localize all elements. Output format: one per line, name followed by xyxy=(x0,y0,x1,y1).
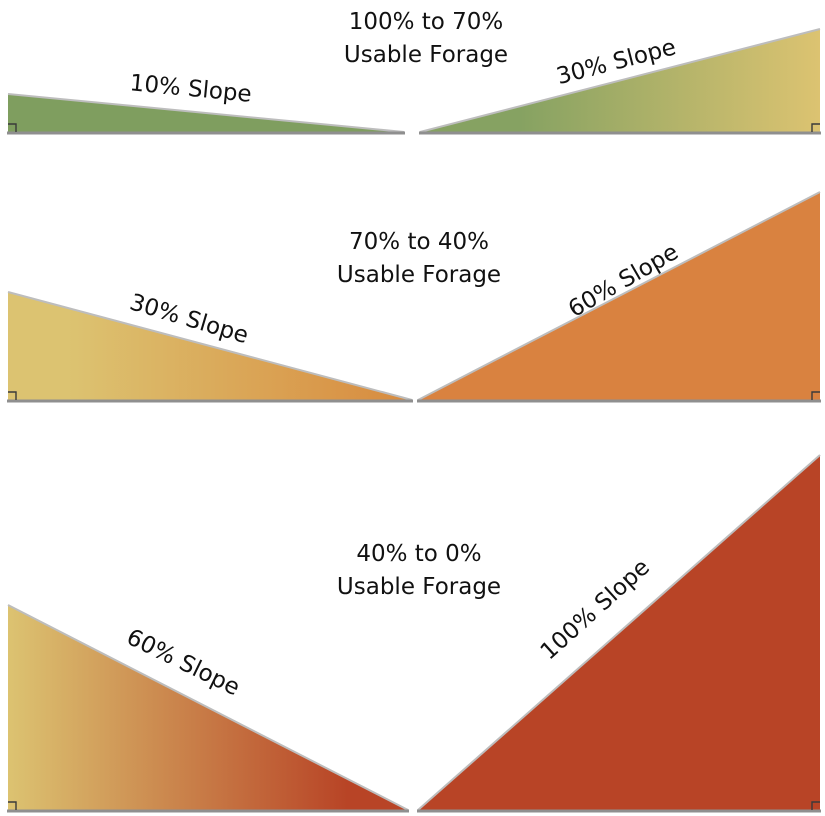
row-1-right-triangle xyxy=(419,28,821,135)
row-1: 100% to 70% Usable Forage 10% Slope 30% … xyxy=(7,9,821,135)
row-3-right-triangle xyxy=(417,454,821,813)
row-1-left-triangle xyxy=(7,93,405,135)
row-1-forage-line1: 100% to 70% xyxy=(349,9,504,35)
row-2-forage-line2: Usable Forage xyxy=(337,262,501,288)
row-3-left-triangle xyxy=(7,604,409,813)
row-1-left-slope-label: 10% Slope xyxy=(129,70,253,108)
row-2-right-triangle xyxy=(417,191,821,403)
row-3-forage-line2: Usable Forage xyxy=(337,574,501,600)
row-1-forage-line2: Usable Forage xyxy=(344,42,508,68)
row-3: 40% to 0% Usable Forage 60% Slope 100% S… xyxy=(7,454,821,813)
row-3-forage-line1: 40% to 0% xyxy=(356,541,481,567)
row-2-forage-line1: 70% to 40% xyxy=(349,229,489,255)
row-2-left-triangle xyxy=(7,291,413,403)
row-2: 70% to 40% Usable Forage 30% Slope 60% S… xyxy=(7,191,821,403)
